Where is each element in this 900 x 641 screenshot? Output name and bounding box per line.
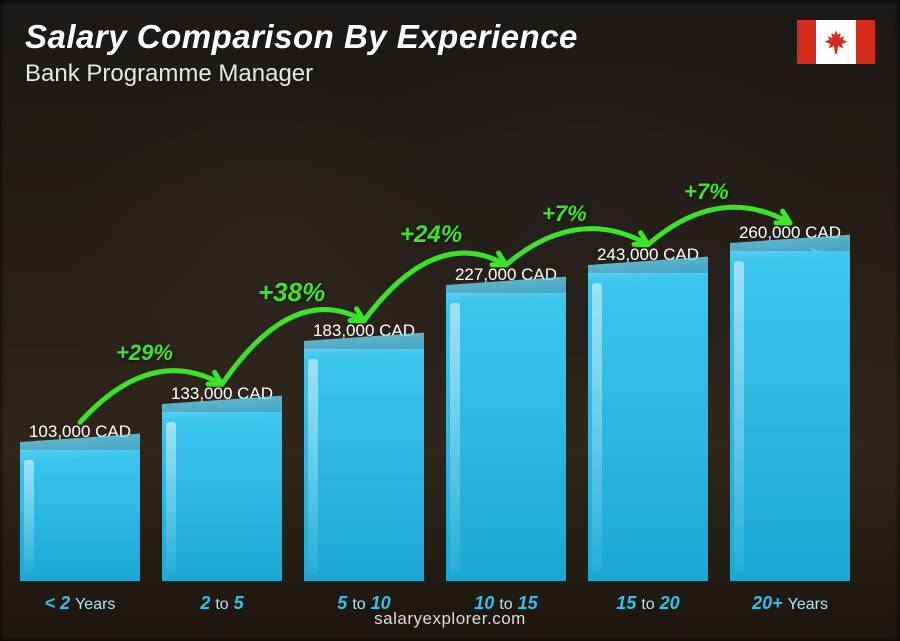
chart-title: Salary Comparison By Experience [25,18,578,56]
bar-column: 103,000 CAD< 2 Years [20,422,140,581]
bar-chart: 103,000 CAD< 2 Years133,000 CAD2 to 5183… [20,131,850,581]
bar-column: 227,000 CAD10 to 15 [446,265,566,581]
bar [446,293,566,581]
maple-leaf-icon [823,29,849,55]
bar-column: 183,000 CAD5 to 10 [304,321,424,581]
bar [304,349,424,581]
bar-column: 133,000 CAD2 to 5 [162,384,282,581]
bar [588,273,708,581]
bar [730,251,850,581]
content: Salary Comparison By Experience Bank Pro… [0,0,900,641]
footer-attribution: salaryexplorer.com [0,609,900,629]
canada-flag-icon [797,20,875,64]
bar-column: 243,000 CAD15 to 20 [588,245,708,581]
chart-subtitle: Bank Programme Manager [25,60,313,88]
bar [162,412,282,581]
bar-column: 260,000 CAD20+ Years [730,223,850,581]
bar [20,450,140,581]
